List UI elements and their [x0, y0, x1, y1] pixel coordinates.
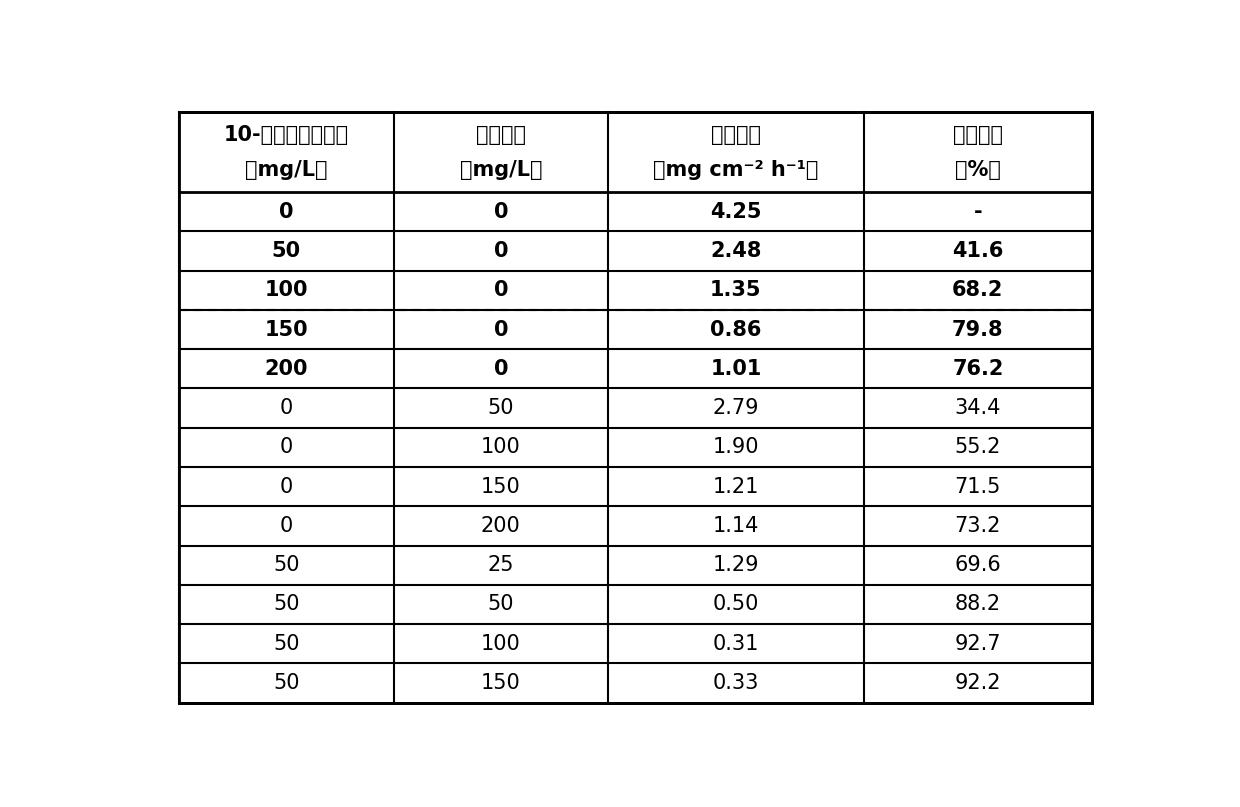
- Text: 1.29: 1.29: [713, 555, 759, 575]
- Text: 腑蚀效率: 腑蚀效率: [711, 125, 761, 144]
- Text: 0: 0: [494, 359, 508, 378]
- Text: 1.21: 1.21: [713, 477, 759, 496]
- Text: 71.5: 71.5: [955, 477, 1001, 496]
- Text: 50: 50: [487, 595, 515, 614]
- Text: 41.6: 41.6: [952, 241, 1003, 261]
- Text: 1.35: 1.35: [711, 280, 761, 300]
- Text: 100: 100: [481, 633, 521, 654]
- Text: 92.7: 92.7: [955, 633, 1001, 654]
- Text: 0.50: 0.50: [713, 595, 759, 614]
- Text: 10-甲基咀啊碳化物: 10-甲基咀啊碳化物: [223, 125, 348, 144]
- Text: 25: 25: [487, 555, 515, 575]
- Text: 0: 0: [494, 320, 508, 340]
- Text: 0: 0: [494, 241, 508, 261]
- Text: -: -: [973, 202, 982, 222]
- Text: 0.33: 0.33: [713, 673, 759, 693]
- Text: 79.8: 79.8: [952, 320, 1003, 340]
- Text: 0: 0: [280, 398, 293, 418]
- Text: 50: 50: [273, 595, 300, 614]
- Text: 1.01: 1.01: [711, 359, 761, 378]
- Text: 50: 50: [273, 633, 300, 654]
- Text: 0: 0: [280, 477, 293, 496]
- Text: 150: 150: [481, 477, 521, 496]
- Text: 柠橬酸钓: 柠橬酸钓: [476, 125, 526, 144]
- Text: 2.48: 2.48: [711, 241, 761, 261]
- Text: 200: 200: [264, 359, 308, 378]
- Text: 150: 150: [481, 673, 521, 693]
- Text: 100: 100: [481, 437, 521, 458]
- Text: 1.90: 1.90: [713, 437, 759, 458]
- Text: 0: 0: [494, 280, 508, 300]
- Text: 0: 0: [494, 202, 508, 222]
- Text: （mg cm⁻² h⁻¹）: （mg cm⁻² h⁻¹）: [653, 160, 818, 180]
- Text: 73.2: 73.2: [955, 516, 1001, 536]
- Text: 2.79: 2.79: [713, 398, 759, 418]
- Text: （mg/L）: （mg/L）: [246, 160, 327, 180]
- Text: 0: 0: [280, 516, 293, 536]
- Text: 150: 150: [264, 320, 308, 340]
- Text: 50: 50: [272, 241, 301, 261]
- Text: 50: 50: [273, 555, 300, 575]
- Text: 1.14: 1.14: [713, 516, 759, 536]
- Text: 92.2: 92.2: [955, 673, 1001, 693]
- Text: 50: 50: [273, 673, 300, 693]
- Text: 4.25: 4.25: [711, 202, 761, 222]
- Text: 缓蚀效率: 缓蚀效率: [952, 125, 1003, 144]
- Text: 50: 50: [487, 398, 515, 418]
- Text: 0.31: 0.31: [713, 633, 759, 654]
- Text: 76.2: 76.2: [952, 359, 1003, 378]
- Text: 68.2: 68.2: [952, 280, 1003, 300]
- Text: 0.86: 0.86: [711, 320, 761, 340]
- Text: 100: 100: [264, 280, 308, 300]
- Text: 34.4: 34.4: [955, 398, 1001, 418]
- Text: 88.2: 88.2: [955, 595, 1001, 614]
- Text: （%）: （%）: [955, 160, 1001, 180]
- Text: 200: 200: [481, 516, 521, 536]
- Text: 55.2: 55.2: [955, 437, 1001, 458]
- Text: 0: 0: [280, 437, 293, 458]
- Text: （mg/L）: （mg/L）: [460, 160, 542, 180]
- Text: 0: 0: [279, 202, 294, 222]
- Text: 69.6: 69.6: [955, 555, 1001, 575]
